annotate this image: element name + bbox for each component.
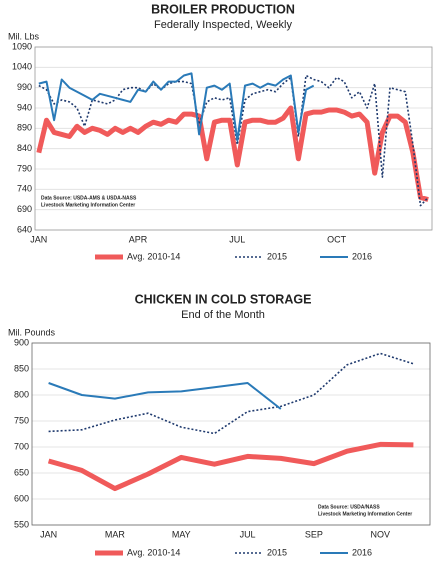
- y-tick-label: 740: [17, 184, 32, 194]
- y-tick-label: 900: [14, 337, 29, 347]
- chart-subtitle: Federally Inspected, Weekly: [154, 19, 292, 31]
- x-tick-label: JAN: [40, 529, 57, 539]
- x-tick-label: OCT: [327, 234, 347, 244]
- x-tick-label: APR: [129, 234, 148, 244]
- source-note: Livestock Marketing Information Center: [41, 202, 135, 208]
- plot-frame: [34, 46, 433, 231]
- y-tick-label: 840: [17, 143, 32, 153]
- y-tick-label: 700: [14, 441, 29, 451]
- y-tick-label: 890: [17, 123, 32, 133]
- y-tick-label: 750: [14, 415, 29, 425]
- series-line: [36, 105, 429, 202]
- legend-label: 2016: [352, 547, 372, 557]
- plot-frame: [31, 342, 431, 526]
- chart-title: BROILER PRODUCTION: [151, 2, 295, 16]
- legend-label: Avg. 2010-14: [127, 251, 180, 261]
- chart-title: CHICKEN IN COLD STORAGE: [135, 292, 312, 306]
- series-line: [48, 382, 282, 410]
- source-note: Data Source: USDA-AMS & USDA-NASS: [41, 195, 137, 201]
- y-tick-label: 650: [14, 467, 29, 477]
- y-axis-label: Mil. Lbs: [8, 31, 40, 41]
- y-tick-label: 790: [17, 163, 32, 173]
- x-tick-label: JUL: [240, 529, 256, 539]
- x-tick-label: NOV: [370, 529, 390, 539]
- source-note: Livestock Marketing Information Center: [318, 511, 412, 517]
- y-tick-label: 690: [17, 204, 32, 214]
- series-line: [47, 441, 414, 492]
- series-line: [38, 72, 315, 142]
- legend-label: 2016: [352, 251, 372, 261]
- x-tick-label: MAR: [105, 529, 126, 539]
- legend-label: 2015: [267, 251, 287, 261]
- y-tick-label: 940: [17, 102, 32, 112]
- y-tick-label: 550: [14, 519, 29, 529]
- y-tick-label: 600: [14, 493, 29, 503]
- y-tick-label: 800: [14, 389, 29, 399]
- x-tick-label: JUL: [229, 234, 245, 244]
- x-tick-label: MAY: [172, 529, 191, 539]
- y-tick-label: 640: [17, 224, 32, 234]
- source-note: Data Source: USDA/NASS: [318, 504, 380, 510]
- y-tick-label: 1040: [12, 62, 32, 72]
- chart-subtitle: End of the Month: [181, 309, 265, 321]
- legend-label: 2015: [267, 547, 287, 557]
- y-tick-label: 990: [17, 82, 32, 92]
- y-tick-label: 1090: [12, 41, 32, 51]
- series-line: [48, 352, 414, 435]
- y-axis-label: Mil. Pounds: [8, 327, 56, 337]
- x-tick-label: JAN: [30, 234, 47, 244]
- legend-label: Avg. 2010-14: [127, 547, 180, 557]
- x-tick-label: SEP: [305, 529, 323, 539]
- y-tick-label: 850: [14, 363, 29, 373]
